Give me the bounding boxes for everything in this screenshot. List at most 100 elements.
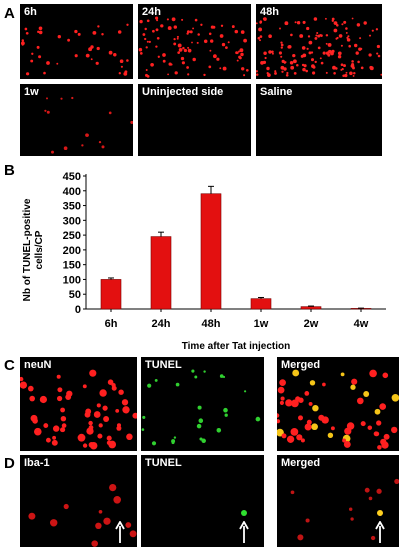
cell-dot bbox=[279, 379, 286, 386]
cell-dot bbox=[176, 37, 179, 40]
cell-dot bbox=[130, 532, 135, 537]
tile-6h-label: 6h bbox=[24, 6, 37, 18]
cell-dot bbox=[57, 387, 63, 393]
tile-d-merged: Merged bbox=[277, 455, 399, 547]
cell-dot bbox=[318, 414, 325, 421]
cell-dot bbox=[51, 150, 54, 154]
cell-dot bbox=[197, 33, 200, 36]
cell-dot bbox=[360, 66, 364, 70]
cell-dot bbox=[256, 22, 258, 25]
cell-dot bbox=[371, 29, 374, 32]
cell-dot bbox=[117, 30, 122, 34]
cell-dot bbox=[234, 29, 239, 34]
cell-dot bbox=[175, 382, 180, 387]
cell-dot bbox=[262, 17, 266, 20]
panel-letter-c: C bbox=[4, 357, 15, 374]
cell-dot bbox=[142, 415, 146, 419]
cell-dot bbox=[29, 395, 35, 402]
cell-dot bbox=[155, 45, 158, 48]
cell-dot bbox=[346, 38, 351, 42]
cell-dot bbox=[116, 425, 122, 431]
cell-dot bbox=[363, 391, 370, 397]
cell-dot bbox=[97, 433, 103, 439]
cell-dot bbox=[308, 401, 313, 406]
cell-dot bbox=[93, 411, 101, 418]
cell-dot bbox=[342, 438, 347, 443]
cell-dot bbox=[238, 50, 240, 53]
cell-dot bbox=[67, 38, 71, 42]
cell-dot bbox=[344, 73, 348, 78]
cell-dot bbox=[167, 73, 170, 76]
cell-dot bbox=[346, 36, 349, 39]
cell-dot bbox=[327, 432, 334, 439]
cell-dot bbox=[77, 32, 81, 36]
cell-dot bbox=[151, 441, 157, 446]
cell-dot bbox=[357, 60, 360, 64]
cell-dot bbox=[368, 496, 373, 501]
y-tick-label: 350 bbox=[63, 201, 81, 213]
cell-dot bbox=[173, 42, 177, 46]
cell-dot bbox=[152, 29, 155, 33]
cell-dot bbox=[60, 97, 63, 100]
cell-dot bbox=[89, 369, 97, 377]
y-tick-label: 150 bbox=[63, 260, 81, 272]
cell-dot bbox=[98, 509, 103, 514]
tile-6h: 6h bbox=[20, 4, 133, 79]
cell-dot bbox=[99, 389, 107, 397]
tile-c-neun-cells bbox=[20, 369, 137, 450]
bar-chart: 0 50 100 150 200 250 300 350 400 450 6h 24h 48h 1w 2w 4… bbox=[63, 171, 386, 330]
cell-dot bbox=[320, 61, 324, 65]
x-tick-label: 24h bbox=[152, 318, 171, 330]
cell-dot bbox=[290, 65, 295, 70]
cell-dot bbox=[278, 51, 282, 55]
cell-dot bbox=[280, 41, 283, 44]
cell-dot bbox=[280, 46, 283, 49]
cell-dot bbox=[84, 411, 91, 418]
tile-c-merged-cells bbox=[277, 369, 399, 450]
cell-dot bbox=[343, 64, 346, 68]
cell-dot bbox=[189, 30, 193, 34]
cell-dot bbox=[186, 32, 189, 35]
cell-dot bbox=[113, 53, 117, 57]
cell-dot bbox=[283, 67, 287, 71]
cell-dot bbox=[304, 423, 312, 431]
cell-dot bbox=[266, 66, 270, 71]
cell-dot bbox=[178, 48, 183, 52]
y-tick-label: 250 bbox=[63, 230, 81, 242]
cell-dot bbox=[341, 67, 344, 71]
cell-dot bbox=[382, 372, 389, 379]
cell-dot bbox=[277, 413, 280, 418]
cell-dot bbox=[374, 408, 381, 415]
cell-dot bbox=[81, 144, 84, 147]
cell-dot bbox=[347, 35, 350, 38]
cell-dot bbox=[74, 29, 78, 34]
cell-dot bbox=[63, 146, 68, 151]
cell-dot bbox=[313, 17, 318, 21]
cell-dot bbox=[219, 34, 224, 38]
cell-dot bbox=[223, 407, 228, 413]
cell-dot bbox=[285, 73, 289, 77]
tile-saline-label: Saline bbox=[260, 86, 293, 98]
cell-dot bbox=[322, 51, 326, 55]
cell-dot bbox=[66, 390, 73, 397]
cell-dot bbox=[96, 403, 101, 408]
cell-dot bbox=[98, 140, 102, 144]
cell-dot bbox=[336, 24, 339, 27]
bar bbox=[250, 298, 272, 310]
cell-dot bbox=[292, 53, 296, 58]
x-tick-label: 2w bbox=[304, 318, 319, 330]
panel-letter-a: A bbox=[4, 5, 15, 22]
cell-dot bbox=[298, 397, 304, 403]
tile-c-merged-label: Merged bbox=[281, 359, 321, 371]
cell-dot bbox=[199, 437, 203, 441]
cell-dot bbox=[380, 73, 382, 76]
cell-dot bbox=[322, 382, 326, 387]
cell-dot bbox=[227, 41, 230, 44]
cell-dot bbox=[369, 369, 377, 378]
cell-dot bbox=[271, 52, 274, 55]
tile-1w-label: 1w bbox=[24, 86, 39, 98]
tile-d-tunel-cells bbox=[241, 510, 247, 516]
cell-dot bbox=[98, 423, 103, 428]
cell-dot bbox=[194, 18, 198, 22]
cell-dot bbox=[118, 389, 124, 395]
